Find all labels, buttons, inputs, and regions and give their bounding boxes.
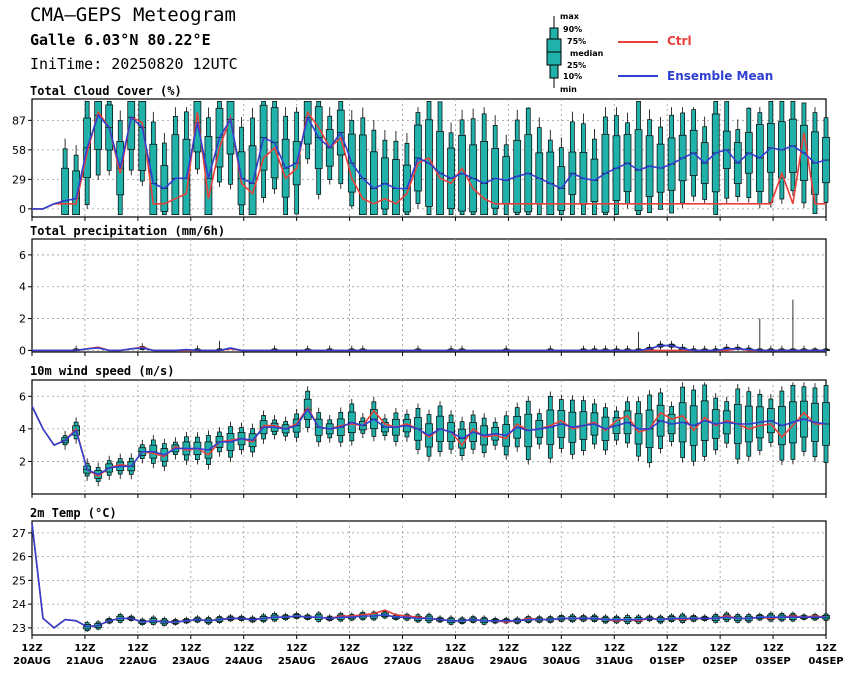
x-tick-label-hour: 12Z [180, 643, 201, 654]
ctrl-line [32, 110, 826, 210]
box-inner [370, 151, 378, 215]
y-tick-label: 0 [19, 344, 26, 357]
x-tick-label-date: 21AUG [66, 656, 104, 667]
y-tick-label: 25 [12, 574, 26, 587]
y-tick-label: 2 [19, 455, 26, 468]
box-inner [171, 134, 180, 215]
x-tick-label-date: 04SEP [808, 656, 843, 667]
x-tick-label-date: 27AUG [384, 656, 422, 667]
panel-frame [31, 520, 827, 636]
x-tick-label-date: 23AUG [172, 656, 210, 667]
y-tick-label: 24 [12, 598, 26, 611]
x-tick-label-hour: 12Z [815, 643, 836, 654]
x-tick-label-date: 22AUG [119, 656, 157, 667]
x-tick-label-hour: 12Z [233, 643, 254, 654]
box-inner [61, 167, 69, 215]
x-tick-label-date: 01SEP [650, 656, 685, 667]
x-tick-label-hour: 12Z [74, 643, 95, 654]
y-tick-label: 0 [19, 203, 26, 216]
legend-p25: 25% [567, 61, 587, 70]
panel-title-temp: 2m Temp (°C) [30, 506, 117, 520]
x-tick-label-hour: 12Z [392, 643, 413, 654]
x-tick-label-hour: 12Z [127, 643, 148, 654]
panel-3: 23 24 25 26 27 [12, 520, 830, 639]
box-inner [193, 101, 202, 153]
panel-title-precip: Total precipitation (mm/6h) [30, 224, 226, 238]
legend-ctrl-label: Ctrl [667, 34, 692, 48]
x-tick-label-hour: 12Z [339, 643, 360, 654]
x-tick-label-date: 24AUG [225, 656, 263, 667]
x-tick-label-date: 31AUG [595, 656, 633, 667]
legend-min: min [560, 85, 577, 94]
x-tick-label-hour: 12Z [762, 643, 783, 654]
panel-title-cloud: Total Cloud Cover (%) [30, 84, 182, 98]
box-inner [127, 101, 136, 150]
x-tick-label-hour: 12Z [657, 643, 678, 654]
ctrl-line [31, 523, 827, 629]
x-tick-label-date: 29AUG [490, 656, 528, 667]
y-tick-label: 4 [19, 281, 26, 294]
x-tick-label-date: 26AUG [331, 656, 369, 667]
y-tick-label: 23 [12, 622, 26, 635]
x-tick-label-hour: 12Z [498, 643, 519, 654]
box-inner [94, 101, 103, 150]
ensemble-mean-line [32, 113, 827, 210]
x-tick-label-date: 25AUG [278, 656, 316, 667]
x-tick-label-date: 02SEP [702, 656, 737, 667]
x-tick-label-date: 03SEP [755, 656, 790, 667]
legend-p90: 90% [563, 25, 583, 34]
location-label: Galle 6.03°N 80.22°E [30, 31, 211, 49]
box-inner [72, 170, 80, 215]
legend-p10: 10% [563, 72, 583, 81]
ensemble-mean-line [32, 344, 826, 352]
y-tick-label: 4 [19, 423, 26, 436]
box-inner [480, 141, 488, 215]
x-tick-label-date: 30AUG [542, 656, 580, 667]
chart-title: CMA–GEPS Meteogram [30, 4, 236, 26]
y-tick-label: 6 [19, 390, 26, 403]
legend-max: max [560, 12, 579, 21]
legend-p75: 75% [567, 37, 587, 46]
y-tick-label: 87 [12, 114, 26, 127]
legend-median: median [570, 49, 604, 58]
init-time-label: IniTime: 20250820 12UTC [30, 55, 238, 73]
ensemble-mean-line [31, 523, 826, 629]
y-tick-label: 27 [12, 527, 26, 540]
x-tick-label-date: 28AUG [437, 656, 475, 667]
x-tick-label-hour: 12Z [604, 643, 625, 654]
x-tick-label-hour: 12Z [445, 643, 466, 654]
x-tick-label-hour: 12Z [551, 643, 572, 654]
y-tick-label: 58 [12, 144, 26, 157]
x-axis-labels: 12Z 20AUG 12Z 21AUG 12Z 22AUG 12Z 23AUG 12Z 24AUG… [13, 643, 843, 667]
y-tick-label: 26 [12, 551, 26, 564]
x-tick-label-hour: 12Z [21, 643, 42, 654]
y-tick-label: 29 [12, 173, 26, 186]
legend-mean-label: Ensemble Mean [667, 69, 774, 83]
y-tick-label: 6 [19, 249, 26, 262]
panel-0: 0 29 58 87 [12, 98, 830, 221]
x-tick-label-hour: 12Z [286, 643, 307, 654]
ctrl-line [31, 405, 826, 478]
x-tick-label-hour: 12Z [710, 643, 731, 654]
panel-frame [31, 238, 827, 353]
panel-1: 0 2 4 6 [19, 238, 830, 357]
box-inner [138, 101, 147, 171]
panel-title-wind: 10m wind speed (m/s) [30, 364, 175, 378]
ensemble-mean-line [31, 405, 827, 476]
y-tick-label: 2 [19, 313, 26, 326]
panel-2: 2 4 6 [19, 379, 830, 498]
x-tick-label-date: 20AUG [13, 656, 51, 667]
